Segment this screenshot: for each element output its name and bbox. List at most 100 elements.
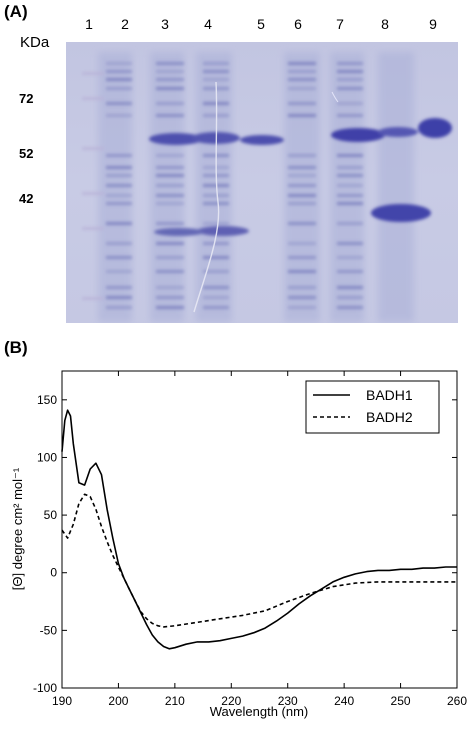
x-tick-label: 250 bbox=[391, 694, 411, 708]
gel-band bbox=[106, 194, 132, 197]
gel-band bbox=[106, 202, 132, 205]
gel-band bbox=[288, 87, 316, 90]
gel-band bbox=[106, 102, 132, 105]
x-tick-label: 240 bbox=[334, 694, 354, 708]
gel-band bbox=[156, 202, 184, 205]
gel-band bbox=[106, 154, 132, 157]
gel-band bbox=[288, 78, 316, 81]
gel-band bbox=[203, 184, 229, 187]
gel-band bbox=[288, 306, 316, 309]
gel-band bbox=[288, 256, 316, 259]
gel-band bbox=[156, 194, 184, 197]
gel-band bbox=[106, 174, 132, 177]
gel-band bbox=[203, 70, 229, 73]
gel-band bbox=[288, 270, 316, 273]
x-axis-title: Wavelength (nm) bbox=[210, 704, 309, 719]
gel-band bbox=[337, 194, 363, 197]
lane-number: 3 bbox=[161, 16, 169, 32]
y-tick-label: -100 bbox=[33, 681, 57, 695]
cd-spectrum-chart: -100 -50 0 50 100 150 190 200 210 220 230 240 250 26… bbox=[10, 370, 467, 719]
gel-band bbox=[337, 62, 363, 65]
series-line-badh1 bbox=[61, 409, 457, 650]
legend-label-badh2: BADH2 bbox=[366, 409, 413, 425]
y-tick-label: 100 bbox=[37, 450, 57, 464]
gel-band bbox=[106, 184, 132, 187]
gel-band bbox=[203, 306, 229, 309]
gel-band bbox=[106, 270, 132, 273]
gel-band bbox=[203, 202, 229, 205]
gel-band bbox=[288, 296, 316, 299]
gel-band bbox=[106, 296, 132, 299]
gel-band bbox=[156, 166, 184, 169]
x-tick-label: 200 bbox=[108, 694, 128, 708]
y-tick-label: 50 bbox=[44, 508, 58, 522]
gel-band bbox=[156, 256, 184, 259]
x-tick-label: 210 bbox=[165, 694, 185, 708]
gel-band bbox=[106, 306, 132, 309]
gel-band bbox=[156, 222, 184, 225]
gel-band bbox=[337, 78, 363, 81]
gel-band bbox=[337, 102, 363, 105]
gel-band bbox=[288, 70, 316, 73]
gel-band bbox=[337, 256, 363, 259]
gel-band bbox=[288, 166, 316, 169]
panel-b-label: (B) bbox=[4, 338, 28, 357]
panel-a-label: (A) bbox=[4, 2, 28, 21]
gel-band bbox=[337, 87, 363, 90]
gel-band bbox=[288, 114, 316, 117]
gel-band bbox=[156, 296, 184, 299]
gel-band bbox=[156, 184, 184, 187]
series-line-badh2 bbox=[61, 493, 457, 628]
gel-band bbox=[106, 62, 132, 65]
gel-band bbox=[337, 270, 363, 273]
gel-band bbox=[288, 102, 316, 105]
plot-frame bbox=[61, 370, 458, 689]
gel-band bbox=[203, 78, 229, 81]
gel-band bbox=[337, 70, 363, 73]
lane-number: 4 bbox=[204, 16, 212, 32]
gel-band bbox=[203, 286, 229, 289]
gel-band bbox=[203, 194, 229, 197]
mw-marker-42: 42 bbox=[19, 191, 34, 206]
lane-number: 5 bbox=[257, 16, 265, 32]
gel-band bbox=[156, 114, 184, 117]
gel-band bbox=[106, 70, 132, 73]
gel-band bbox=[203, 256, 229, 259]
gel-band bbox=[288, 286, 316, 289]
lane-number: 7 bbox=[336, 16, 344, 32]
gel-band bbox=[337, 174, 363, 177]
gel-band bbox=[106, 256, 132, 259]
x-tick-label: 190 bbox=[52, 694, 72, 708]
gel-band bbox=[203, 62, 229, 65]
gel-band bbox=[337, 154, 363, 157]
y-tick-label: -50 bbox=[40, 623, 58, 637]
gel-band bbox=[156, 286, 184, 289]
lane-number: 8 bbox=[381, 16, 389, 32]
y-tick-label: 150 bbox=[37, 393, 57, 407]
gel-band bbox=[106, 242, 132, 245]
y-tick-label: 0 bbox=[50, 566, 57, 580]
gel-band bbox=[156, 62, 184, 65]
gel-band bbox=[156, 87, 184, 90]
x-tick-label: 260 bbox=[447, 694, 467, 708]
gel-band bbox=[337, 202, 363, 205]
sds-page-gel-image bbox=[66, 42, 458, 323]
lane-number: 9 bbox=[429, 16, 437, 32]
gel-band bbox=[337, 184, 363, 187]
lane-number: 2 bbox=[121, 16, 129, 32]
lane-number: 1 bbox=[85, 16, 93, 32]
gel-band bbox=[288, 174, 316, 177]
gel-band bbox=[337, 166, 363, 169]
gel-band bbox=[288, 154, 316, 157]
x-tick-label: 220 bbox=[221, 694, 241, 708]
gel-band bbox=[203, 296, 229, 299]
gel-band bbox=[203, 242, 229, 245]
gel-band bbox=[288, 242, 316, 245]
gel-band bbox=[106, 166, 132, 169]
gel-band bbox=[106, 222, 132, 225]
gel-band bbox=[156, 70, 184, 73]
gel-band bbox=[156, 270, 184, 273]
gel-band bbox=[106, 114, 132, 117]
gel-band bbox=[156, 154, 184, 157]
gel-band bbox=[288, 184, 316, 187]
